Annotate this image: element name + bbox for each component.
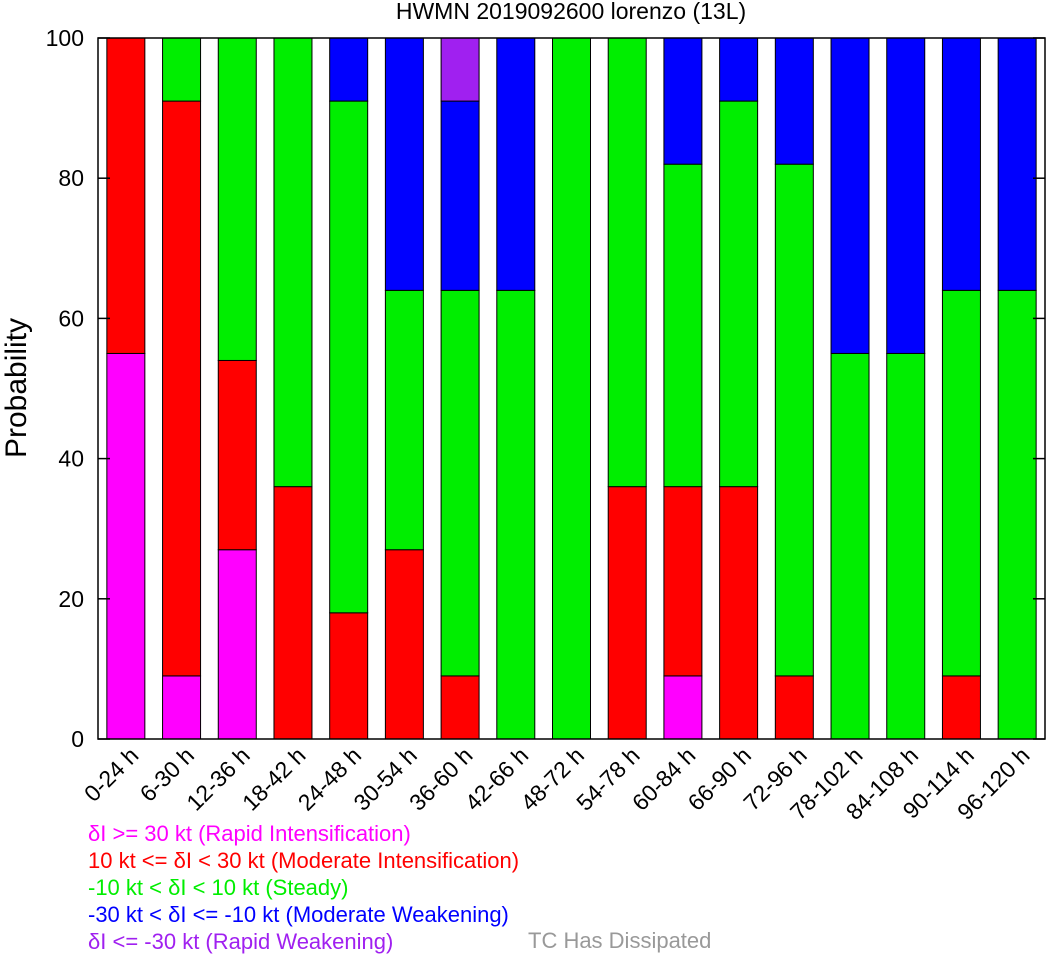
bar-segment-60-84h-s0 xyxy=(663,675,703,740)
bar-segment-84-108h-s2 xyxy=(886,352,926,740)
bar-segment-84-108h-s3 xyxy=(886,37,926,354)
legend: δI >= 30 kt (Rapid Intensification) 10 k… xyxy=(88,820,519,955)
x-tick-label: 0-24 h xyxy=(79,742,144,807)
bar-segment-78-102h-s3 xyxy=(830,37,870,354)
bar-segment-0-24h-s1 xyxy=(106,37,146,354)
bar-segment-90-114h-s2 xyxy=(941,289,981,677)
bar-segment-78-102h-s2 xyxy=(830,352,870,740)
bar-segment-12-36h-s0 xyxy=(217,549,257,740)
bar-segment-0-24h-s0 xyxy=(106,352,146,740)
bar-segment-12-36h-s2 xyxy=(217,37,257,361)
y-tick-label: 60 xyxy=(58,305,84,331)
stacked-bar-chart: HWMN 2019092600 lorenzo (13L) Probabilit… xyxy=(0,0,1046,820)
bar-segment-66-90h-s3 xyxy=(719,37,759,102)
bar-segment-72-96h-s2 xyxy=(774,163,814,677)
bar-segment-36-60h-s2 xyxy=(440,289,480,677)
bar-segment-36-60h-s1 xyxy=(440,675,480,740)
bar-segment-72-96h-s3 xyxy=(774,37,814,165)
bar-segment-96-120h-s2 xyxy=(997,289,1037,740)
bar-segment-12-36h-s1 xyxy=(217,359,257,551)
bar-segment-66-90h-s1 xyxy=(719,486,759,740)
bar-segment-72-96h-s1 xyxy=(774,675,814,740)
bar-segment-48-72h-s2 xyxy=(552,37,591,740)
bar-segment-96-120h-s3 xyxy=(997,37,1037,291)
bars-group xyxy=(106,37,1037,740)
bar-segment-42-66h-s3 xyxy=(496,37,536,291)
legend-moderate-weakening: -30 kt < δI <= -10 kt (Moderate Weakenin… xyxy=(88,902,509,927)
legend-dissipated: TC Has Dissipated xyxy=(528,928,712,953)
y-tick-label: 80 xyxy=(58,165,84,191)
bar-segment-90-114h-s1 xyxy=(941,675,981,740)
bar-segment-66-90h-s2 xyxy=(719,100,759,488)
bar-segment-54-78h-s1 xyxy=(607,486,647,740)
bar-segment-90-114h-s3 xyxy=(941,37,981,291)
bar-segment-42-66h-s2 xyxy=(496,289,536,740)
chart-title: HWMN 2019092600 lorenzo (13L) xyxy=(396,0,746,24)
bar-segment-18-42h-s2 xyxy=(273,37,313,488)
bar-segment-36-60h-s4 xyxy=(440,37,480,102)
bar-segment-6-30h-s2 xyxy=(162,37,202,102)
y-tick-label: 40 xyxy=(58,446,84,472)
bar-segment-24-48h-s2 xyxy=(329,100,369,614)
bar-segment-60-84h-s2 xyxy=(663,163,703,488)
bar-segment-60-84h-s3 xyxy=(663,37,703,165)
bar-segment-6-30h-s0 xyxy=(162,675,202,740)
y-tick-label: 20 xyxy=(58,586,84,612)
plot-frame xyxy=(97,37,1046,740)
bar-segment-36-60h-s3 xyxy=(440,100,480,291)
legend-steady: -10 kt < δI < 10 kt (Steady) xyxy=(88,875,349,900)
bar-segment-30-54h-s3 xyxy=(384,37,424,291)
y-tick-label: 0 xyxy=(71,726,84,752)
legend-rapid-intensification: δI >= 30 kt (Rapid Intensification) xyxy=(88,821,411,846)
bar-segment-54-78h-s2 xyxy=(607,37,647,488)
bar-segment-60-84h-s1 xyxy=(663,486,703,677)
bar-segment-30-54h-s2 xyxy=(384,289,424,551)
y-tick-label: 100 xyxy=(46,25,84,51)
legend-rapid-weakening: δI <= -30 kt (Rapid Weakening) xyxy=(88,929,394,954)
bar-segment-24-48h-s3 xyxy=(329,37,369,102)
bar-segment-6-30h-s1 xyxy=(162,100,202,677)
y-axis-label: Probability xyxy=(0,318,33,458)
legend-moderate-intensification: 10 kt <= δI < 30 kt (Moderate Intensific… xyxy=(88,848,520,873)
bar-segment-30-54h-s1 xyxy=(384,549,424,740)
bar-segment-18-42h-s1 xyxy=(273,486,313,740)
bar-segment-24-48h-s1 xyxy=(329,612,369,740)
